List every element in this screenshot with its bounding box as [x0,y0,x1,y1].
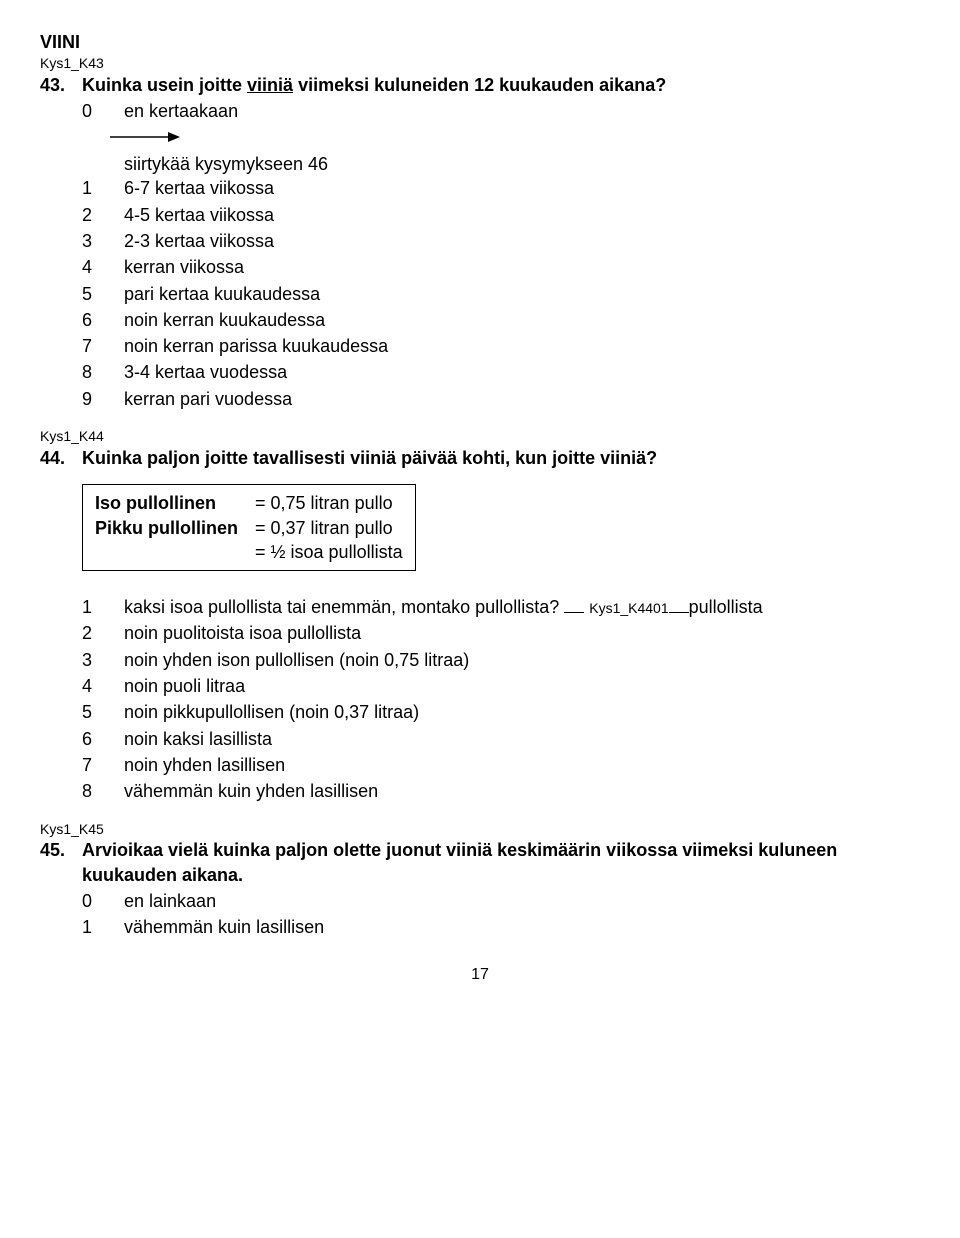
opt-num: 5 [82,700,124,724]
box-label: Pikku pullollinen [95,516,255,540]
opt-num: 5 [82,282,124,306]
q44-title: Kuinka paljon joitte tavallisesti viiniä… [82,446,657,470]
opt-text: noin kaksi lasillista [124,727,272,751]
q43-title-prefix: Kuinka usein joitte [82,75,247,95]
q44-code: Kys1_K44 [40,427,920,446]
opt-text: kaksi isoa pullollista tai enemmän, mont… [124,595,763,619]
opt-num: 1 [82,915,124,939]
opt-text: 4-5 kertaa viikossa [124,203,274,227]
q44-number: 44. [40,446,82,470]
opt-text: noin yhden ison pullollisen (noin 0,75 l… [124,648,469,672]
opt-text: en lainkaan [124,889,216,913]
opt-text: noin kerran parissa kuukaudessa [124,334,388,358]
opt-text: noin puolitoista isoa pullollista [124,621,361,645]
opt-text: 3-4 kertaa vuodessa [124,360,287,384]
opt-text: kerran pari vuodessa [124,387,292,411]
opt-text: noin yhden lasillisen [124,753,285,777]
opt-num: 8 [82,779,124,803]
q45-number: 45. [40,838,82,887]
opt-text: 6-7 kertaa viikossa [124,176,274,200]
q45-code: Kys1_K45 [40,820,920,839]
q43-code: Kys1_K43 [40,54,920,73]
opt-num: 1 [82,176,124,200]
skip-arrow [110,126,920,150]
opt-num: 1 [82,595,124,619]
box-value: = 0,37 litran pullo [255,518,393,538]
opt-text: vähemmän kuin lasillisen [124,915,324,939]
opt-num: 4 [82,674,124,698]
opt-num: 3 [82,648,124,672]
opt-text: noin kerran kuukaudessa [124,308,325,332]
q45-title: Arvioikaa vielä kuinka paljon olette juo… [82,838,920,887]
opt-num: 8 [82,360,124,384]
opt-num: 3 [82,229,124,253]
opt-num: 2 [82,203,124,227]
box-value: = 0,75 litran pullo [255,493,393,513]
opt-num: 2 [82,621,124,645]
opt-num: 7 [82,334,124,358]
definition-box: Iso pullollinen= 0,75 litran pullo Pikku… [82,484,416,571]
opt-num: 6 [82,727,124,751]
opt-text: pari kertaa kuukaudessa [124,282,320,306]
opt1-prefix: kaksi isoa pullollista tai enemmän, mont… [124,597,564,617]
opt-text: en kertaakaan [124,99,238,123]
opt-text: kerran viikossa [124,255,244,279]
q43-number: 43. [40,73,82,97]
page-number: 17 [40,964,920,986]
opt-num: 9 [82,387,124,411]
q43-title-underlined: viiniä [247,75,293,95]
opt-num: 0 [82,99,124,123]
opt1-suffix: pullollista [689,597,763,617]
box-label: Iso pullollinen [95,491,255,515]
q43-title: Kuinka usein joitte viiniä viimeksi kulu… [82,73,666,97]
opt-num: 0 [82,889,124,913]
blank-line[interactable] [564,612,584,613]
opt-num: 7 [82,753,124,777]
skip-text: siirtykää kysymykseen 46 [124,152,920,176]
opt1-code: Kys1_K4401 [589,600,668,616]
opt-num: 4 [82,255,124,279]
blank-line[interactable] [669,612,689,613]
opt-text: 2-3 kertaa viikossa [124,229,274,253]
box-value: = ½ isoa pullollista [255,542,403,562]
opt-text: noin puoli litraa [124,674,245,698]
section-header: VIINI [40,30,920,54]
q43-title-suffix: viimeksi kuluneiden 12 kuukauden aikana? [293,75,666,95]
opt-text: vähemmän kuin yhden lasillisen [124,779,378,803]
opt-num: 6 [82,308,124,332]
opt-text: noin pikkupullollisen (noin 0,37 litraa) [124,700,419,724]
